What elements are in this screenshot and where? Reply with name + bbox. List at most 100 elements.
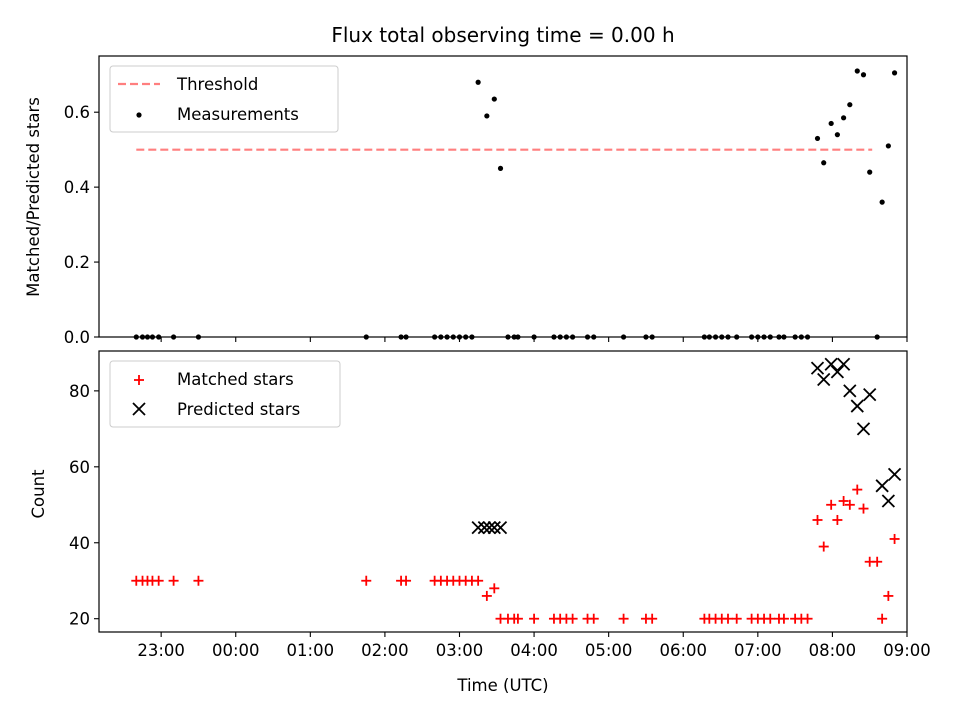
- matched-stars-point: [529, 613, 540, 624]
- predicted-stars-point: [887, 467, 902, 482]
- legend-measurements-swatch: [136, 112, 142, 118]
- y-tick-label: 0.6: [64, 103, 90, 122]
- matched-stars-point: [618, 613, 629, 624]
- predicted-stars-point: [863, 388, 877, 402]
- measurements-point: [491, 96, 497, 102]
- matched-stars-point: [153, 575, 164, 586]
- y-tick-label: 40: [69, 534, 90, 553]
- matched-stars-point: [826, 499, 837, 510]
- matched-stars-point: [361, 575, 372, 586]
- matched-stars-point: [889, 533, 900, 544]
- predicted-stars-point: [856, 422, 871, 436]
- matched-stars-point: [473, 575, 484, 586]
- matched-stars-point: [588, 613, 599, 624]
- measurements-point: [867, 169, 873, 175]
- x-tick-label: 01:00: [287, 641, 335, 660]
- bottom-panel-axes: 23:00 00:00 01:00 02:00 03:00 04:00 05:00 06:00…: [69, 382, 931, 660]
- x-tick-label: 03:00: [436, 641, 484, 660]
- predicted-stars-point: [487, 520, 501, 535]
- x-tick-label: 00:00: [212, 641, 260, 660]
- matched-stars-point: [647, 613, 658, 624]
- bottom-panel-ylabel: Count: [29, 469, 48, 519]
- measurements-point: [841, 115, 847, 121]
- bottom-panel-frame: [98, 350, 908, 633]
- measurements-point: [834, 132, 840, 138]
- x-tick-label: 09:00: [883, 641, 931, 660]
- predicted-stars-point: [830, 365, 845, 379]
- predicted-stars-point: [810, 361, 825, 375]
- measurements-point: [821, 160, 827, 166]
- matched-stars-point: [872, 556, 883, 567]
- predicted-stars-point: [817, 372, 831, 387]
- chart-title: Flux total observing time = 0.00 h: [331, 23, 674, 47]
- matched-stars-point: [722, 613, 733, 624]
- y-tick-label: 0.2: [64, 253, 90, 272]
- y-tick-label: 0.0: [64, 328, 90, 347]
- matched-stars-point: [168, 575, 179, 586]
- legend-threshold-label: Threshold: [176, 75, 258, 94]
- matched-stars-point: [802, 613, 813, 624]
- matched-stars-point: [812, 514, 823, 525]
- legend-predicted-swatch: [132, 402, 146, 416]
- top-panel-ylabel: Matched/Predicted stars: [24, 97, 43, 297]
- measurements-point: [475, 79, 481, 85]
- predicted-stars-point: [482, 520, 496, 535]
- top-legend-box: [109, 65, 339, 133]
- matched-stars-point: [567, 613, 578, 624]
- matched-stars-point: [858, 503, 869, 514]
- measurements-point: [484, 113, 490, 119]
- matched-stars-point: [877, 613, 888, 624]
- predicted-stars-point: [843, 384, 857, 398]
- legend-matched-swatch: [134, 375, 144, 385]
- predicted-stars-point: [824, 357, 838, 371]
- matched-stars-point: [481, 590, 492, 601]
- top-panel-frame: [98, 55, 908, 338]
- x-tick-label: 23:00: [137, 641, 185, 660]
- measurements-point: [860, 72, 867, 78]
- y-tick-label: 20: [69, 610, 90, 629]
- y-tick-label: 60: [69, 458, 90, 477]
- x-axis-label: Time (UTC): [456, 676, 548, 695]
- matched-stars-point: [765, 613, 776, 624]
- x-tick-label: 02:00: [361, 641, 409, 660]
- predicted-stars-point: [881, 494, 895, 508]
- matched-stars-point: [778, 613, 789, 624]
- top-panel-axes: 0.0 0.2 0.4 0.6: [64, 103, 908, 347]
- matched-stars-point: [401, 575, 412, 586]
- bottom-legend: Matched stars Predicted stars: [109, 360, 341, 428]
- measurements-point: [885, 143, 891, 149]
- predicted-stars-point: [836, 357, 851, 371]
- measurements-point: [891, 70, 898, 76]
- predicted-stars-point: [493, 520, 508, 535]
- matched-stars-point: [818, 541, 829, 552]
- matched-stars-point: [193, 575, 204, 586]
- legend-matched-label: Matched stars: [177, 370, 294, 389]
- legend-measurements-label: Measurements: [177, 105, 299, 124]
- y-tick-label: 0.4: [64, 178, 90, 197]
- measurements-point: [814, 135, 821, 142]
- matched-stars-point: [832, 514, 843, 525]
- legend-predicted-label: Predicted stars: [177, 400, 300, 419]
- matched-stars-point: [844, 499, 855, 510]
- x-tick-label: 08:00: [809, 641, 857, 660]
- measurements-point: [854, 68, 860, 74]
- predicted-stars-point: [875, 479, 889, 493]
- x-tick-label: 04:00: [510, 641, 558, 660]
- bottom-legend-box: [109, 360, 341, 428]
- measurements-point: [847, 102, 853, 108]
- matched-stars-point: [489, 583, 500, 594]
- measurements-point: [879, 199, 885, 205]
- matched-stars-point: [512, 613, 523, 624]
- y-tick-label: 80: [69, 382, 90, 401]
- matched-stars-point: [731, 613, 742, 624]
- measurements-point: [497, 165, 504, 171]
- top-legend: Threshold Measurements: [109, 65, 339, 133]
- bottom-panel: 23:00 00:00 01:00 02:00 03:00 04:00 05:00 06:00…: [29, 350, 931, 695]
- x-tick-label: 07:00: [734, 641, 782, 660]
- x-tick-label: 06:00: [659, 641, 707, 660]
- measurements-point: [828, 120, 834, 127]
- x-tick-label: 05:00: [585, 641, 633, 660]
- predicted-stars-point: [850, 399, 864, 413]
- matched-stars-point: [838, 495, 849, 506]
